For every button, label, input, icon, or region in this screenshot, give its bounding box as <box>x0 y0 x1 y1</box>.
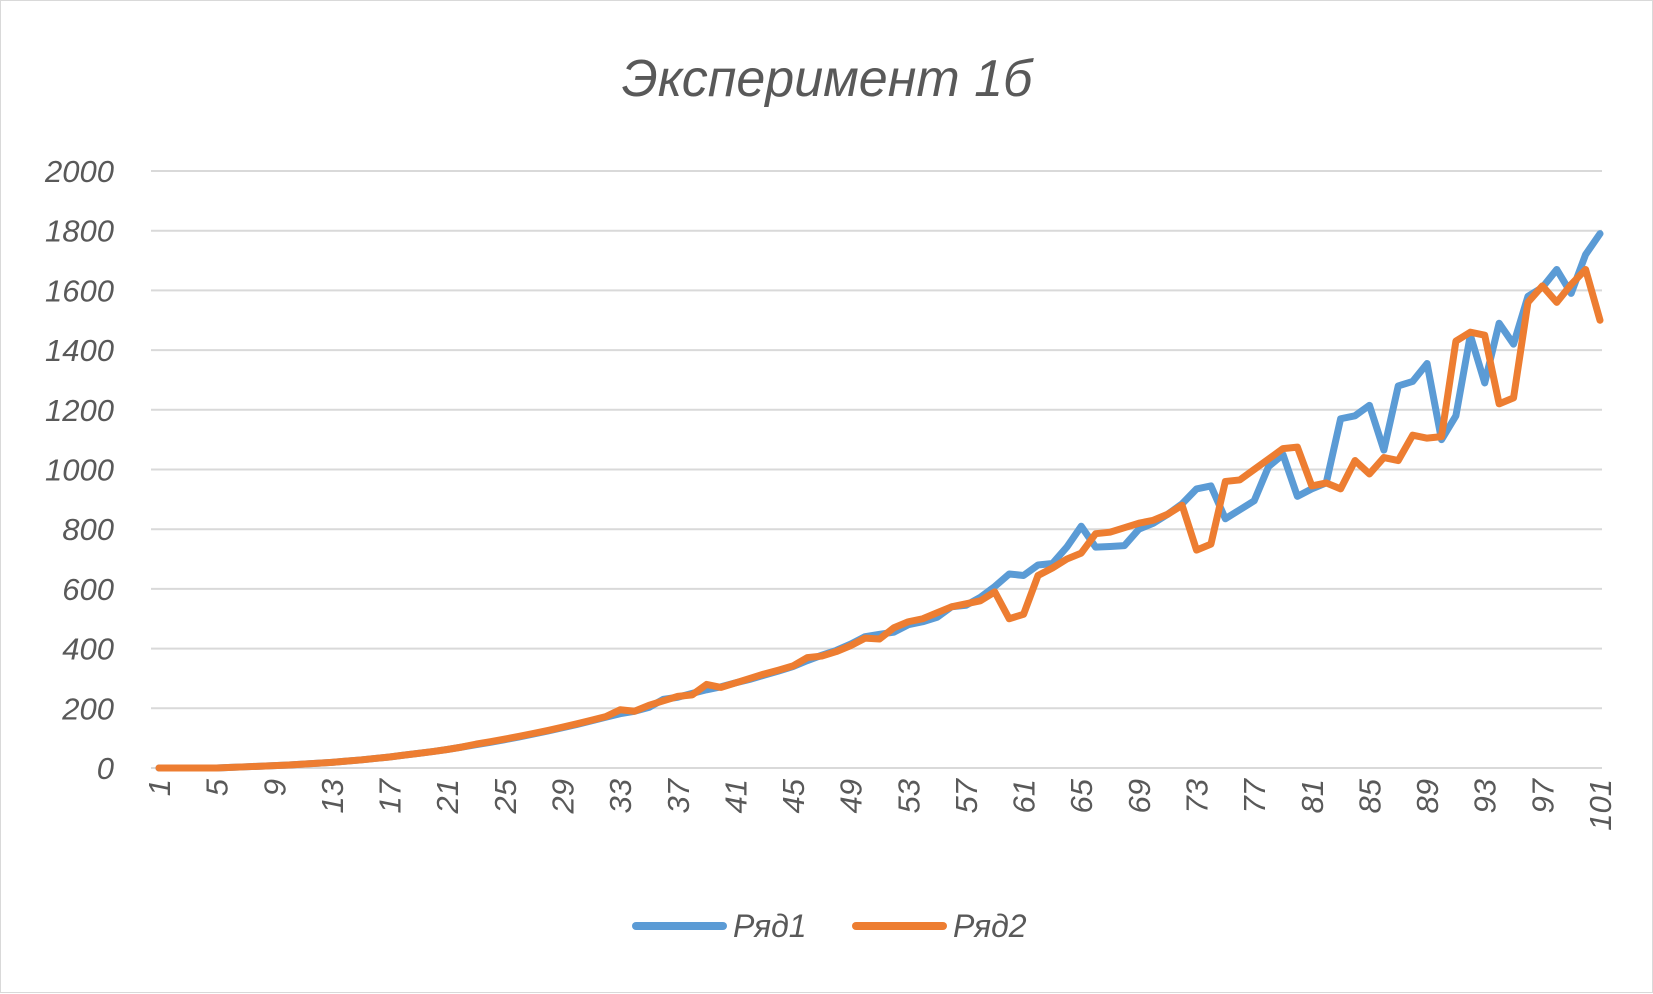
x-tick-label: 89 <box>1410 779 1445 813</box>
x-tick-label: 1 <box>142 779 177 796</box>
x-tick-label: 29 <box>545 779 580 814</box>
x-tick-label: 37 <box>661 777 696 813</box>
gridlines <box>151 170 1602 769</box>
legend-label-series-2: Ряд2 <box>953 908 1027 944</box>
x-axis-ticks: 1 5 9 13 17 21 25 29 33 37 41 45 49 53 57 61 65 69 73 77 81 8… <box>142 777 1618 830</box>
x-tick-label: 61 <box>1007 779 1042 813</box>
x-tick-label: 81 <box>1295 779 1330 813</box>
series-line-1 <box>155 230 1604 772</box>
x-tick-label: 5 <box>200 778 235 796</box>
x-tick-label: 101 <box>1583 779 1618 831</box>
legend: Ряд1 Ряд2 <box>632 908 1027 944</box>
x-tick-label: 21 <box>430 779 465 814</box>
x-tick-label: 17 <box>373 777 408 813</box>
x-tick-label: 53 <box>891 779 926 813</box>
x-tick-label: 13 <box>315 779 350 813</box>
x-tick-label: 77 <box>1237 777 1272 813</box>
series-line-2 <box>155 266 1604 772</box>
y-tick-label: 1600 <box>45 273 114 308</box>
legend-label-series-1: Ряд1 <box>733 908 807 944</box>
x-tick-label: 85 <box>1352 778 1387 813</box>
y-tick-label: 800 <box>62 512 114 547</box>
y-tick-label: 600 <box>62 572 114 607</box>
chart-title: Эксперимент 1б <box>622 50 1034 108</box>
x-tick-label: 93 <box>1468 779 1503 813</box>
x-tick-label: 49 <box>834 779 869 813</box>
y-axis-ticks: 0 200 400 600 800 1000 1200 1400 1600 1800 2000 <box>44 154 114 786</box>
x-tick-label: 69 <box>1122 779 1157 813</box>
y-tick-label: 0 <box>97 751 114 786</box>
x-tick-label: 33 <box>603 779 638 813</box>
y-tick-label: 1800 <box>45 214 114 249</box>
y-tick-label: 1200 <box>45 393 114 428</box>
x-tick-label: 73 <box>1180 779 1215 813</box>
x-tick-label: 9 <box>257 779 292 796</box>
series-lines <box>155 230 1604 772</box>
y-tick-label: 1000 <box>45 453 114 488</box>
x-tick-label: 41 <box>718 779 753 813</box>
y-tick-label: 2000 <box>44 154 114 189</box>
y-tick-label: 1400 <box>45 333 114 368</box>
y-tick-label: 200 <box>61 691 114 726</box>
x-tick-label: 57 <box>949 777 984 813</box>
y-tick-label: 400 <box>62 632 114 667</box>
x-tick-label: 25 <box>488 778 523 814</box>
x-tick-label: 45 <box>776 778 811 813</box>
x-tick-label: 97 <box>1525 777 1560 813</box>
x-tick-label: 65 <box>1064 778 1099 813</box>
